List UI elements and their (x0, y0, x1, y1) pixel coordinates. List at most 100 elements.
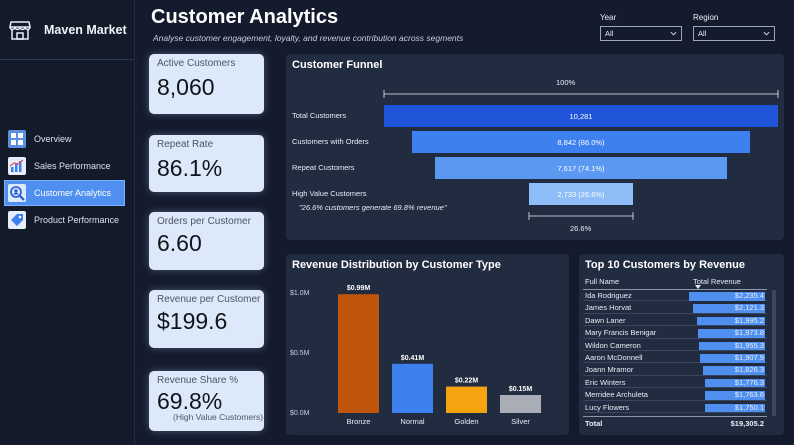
funnel-title: Customer Funnel (292, 59, 383, 71)
nav-label: Sales Performance (34, 161, 111, 171)
store-icon (9, 20, 31, 40)
nav-item-sales-performance[interactable]: Sales Performance (0, 153, 130, 179)
x-category-label: Golden (454, 417, 478, 426)
customer-name: Eric Winters (585, 377, 626, 387)
nav-item-customer-analytics[interactable]: Customer Analytics (4, 180, 125, 206)
header-full-name[interactable]: Full Name (585, 277, 620, 286)
top-customers-title: Top 10 Customers by Revenue (585, 259, 745, 271)
revenue-bar[interactable] (500, 395, 541, 413)
table-row[interactable]: Aaron McDonnell $1,907.9 (583, 353, 767, 364)
customer-name: Wildon Cameron (585, 340, 641, 350)
funnel-stage-label: Repeat Customers (292, 163, 355, 172)
brand-name: Maven Market (44, 22, 127, 37)
nav-label: Overview (34, 134, 72, 144)
year-filter: Year All (600, 13, 682, 41)
customer-name: Aaron McDonnell (585, 353, 643, 362)
customer-revenue: $1,763.6 (734, 390, 764, 400)
revenue-data-bar (697, 329, 765, 338)
kpi-label: Revenue per Customer (157, 294, 261, 305)
bar-value-label: $0.41M (401, 355, 425, 362)
funnel-stage-label: Total Customers (292, 111, 347, 120)
customer-name: James Horvat (585, 303, 632, 313)
table-scrollbar[interactable] (772, 290, 776, 416)
customer-revenue: $1,907.9 (734, 353, 764, 362)
bar-value-label: $0.99M (347, 285, 371, 292)
funnel-bar[interactable]: 7,617 (74.1%) (435, 157, 727, 179)
customer-revenue: $1,995.2 (734, 315, 764, 325)
funnel-bar[interactable]: 2,733 (26.6%) (528, 183, 634, 205)
page-title: Customer Analytics (151, 6, 339, 28)
revenue-bar[interactable] (446, 386, 487, 413)
y-tick-label: $0.5M (290, 350, 310, 357)
kpi-revenue-share: Revenue Share % 69.8% (High Value Custom… (149, 371, 264, 431)
sidebar: Maven Market Overview Sales Performance (0, 0, 135, 445)
customer-revenue: $2,121.3 (734, 303, 764, 313)
customer-name: Dawn Laner (585, 315, 626, 325)
kpi-active-customers: Active Customers 8,060 (149, 54, 264, 114)
table-row[interactable]: Dawn Laner $1,995.2 (583, 315, 767, 327)
kpi-label: Repeat Rate (157, 139, 214, 150)
revenue-bar[interactable] (338, 294, 379, 413)
table-row[interactable]: Wildon Cameron $1,955.3 (583, 341, 767, 351)
funnel-bar[interactable]: 8,842 (86.0%) (411, 131, 751, 153)
revenue-bar-chart: $0.0M $0.5M $1.0M $0.99M Bronze $0.41M Normal $… (290, 285, 541, 426)
x-category-label: Bronze (347, 417, 371, 426)
customer-name: Ida Rodriguez (585, 291, 632, 300)
chevron-down-icon (670, 31, 677, 36)
table-header: Full Name Total Revenue (583, 276, 767, 290)
customer-revenue: $1,750.1 (734, 402, 764, 412)
table-row[interactable]: James Horvat $2,121.3 (583, 303, 767, 314)
revenue-bar[interactable] (392, 363, 433, 413)
y-tick-label: $1.0M (290, 290, 310, 297)
region-filter: Region All (693, 13, 775, 41)
kpi-value: 86.1% (157, 155, 223, 181)
kpi-label: Orders per Customer (157, 216, 251, 227)
revenue-data-bar (689, 292, 765, 301)
customer-funnel-panel: Customer Funnel 100% Total Customers Cus… (286, 54, 784, 240)
revenue-data-bar (700, 354, 765, 363)
revenue-data-bar (697, 316, 765, 326)
nav-item-overview[interactable]: Overview (0, 126, 130, 152)
nav-item-product-performance[interactable]: Product Performance (0, 207, 130, 233)
revenue-data-bar (702, 366, 765, 375)
kpi-repeat-rate: Repeat Rate 86.1% (149, 135, 264, 192)
kpi-sub: (High Value Customers) (173, 412, 264, 422)
total-label: Total (585, 419, 603, 428)
header-total-revenue[interactable]: Total Revenue (693, 277, 741, 286)
customer-name: Joann Mramor (585, 365, 634, 375)
kpi-value: 8,060 (157, 74, 215, 100)
brand: Maven Market (0, 0, 134, 60)
customer-search-icon (8, 184, 26, 202)
top-customers-panel: Top 10 Customers by Revenue Full Name To… (579, 254, 784, 435)
customer-name: Merridee Archuleta (585, 390, 648, 400)
table-row[interactable]: Lucy Flowers $1,750.1 (583, 403, 767, 413)
funnel-annotation: "26.6% customers generate 69.8% revenue" (299, 203, 447, 212)
table-row[interactable]: Merridee Archuleta $1,763.6 (583, 390, 767, 401)
customer-revenue: $2,235.4 (734, 291, 764, 300)
table-row[interactable]: Ida Rodriguez $2,235.4 (583, 291, 767, 302)
customer-name: Mary Francis Benigar (585, 328, 657, 338)
customer-revenue: $1,955.3 (734, 340, 764, 350)
page-subtitle: Analyse customer engagement, loyalty, an… (153, 33, 464, 43)
total-value: $19,305.2 (730, 419, 764, 428)
table-row[interactable]: Mary Francis Benigar $1,973.8 (583, 328, 767, 339)
revenue-distribution-panel: Revenue Distribution by Customer Type $0… (286, 254, 569, 435)
grid-icon (8, 130, 26, 148)
year-select-value: All (605, 29, 614, 38)
nav-menu: Overview Sales Performance Customer Anal… (0, 126, 130, 234)
revenue-data-bar (704, 378, 765, 388)
region-filter-label: Region (693, 13, 719, 22)
funnel-top-label: 100% (556, 78, 576, 87)
table-row[interactable]: Joann Mramor $1,826.3 (583, 365, 767, 376)
sort-desc-icon (695, 285, 701, 289)
funnel-bottom-label: 26.6% (570, 224, 592, 233)
year-select[interactable]: All (600, 26, 682, 41)
funnel-bar[interactable]: 10,281 (384, 105, 778, 127)
customer-revenue: $1,776.3 (734, 377, 764, 387)
revenue-data-bar (692, 304, 765, 313)
funnel-stage-label: Customers with Orders (292, 137, 369, 146)
table-row[interactable]: Eric Winters $1,776.3 (583, 377, 767, 389)
kpi-label: Revenue Share % (157, 375, 239, 386)
region-select[interactable]: All (693, 26, 775, 41)
nav-label: Customer Analytics (34, 188, 112, 198)
